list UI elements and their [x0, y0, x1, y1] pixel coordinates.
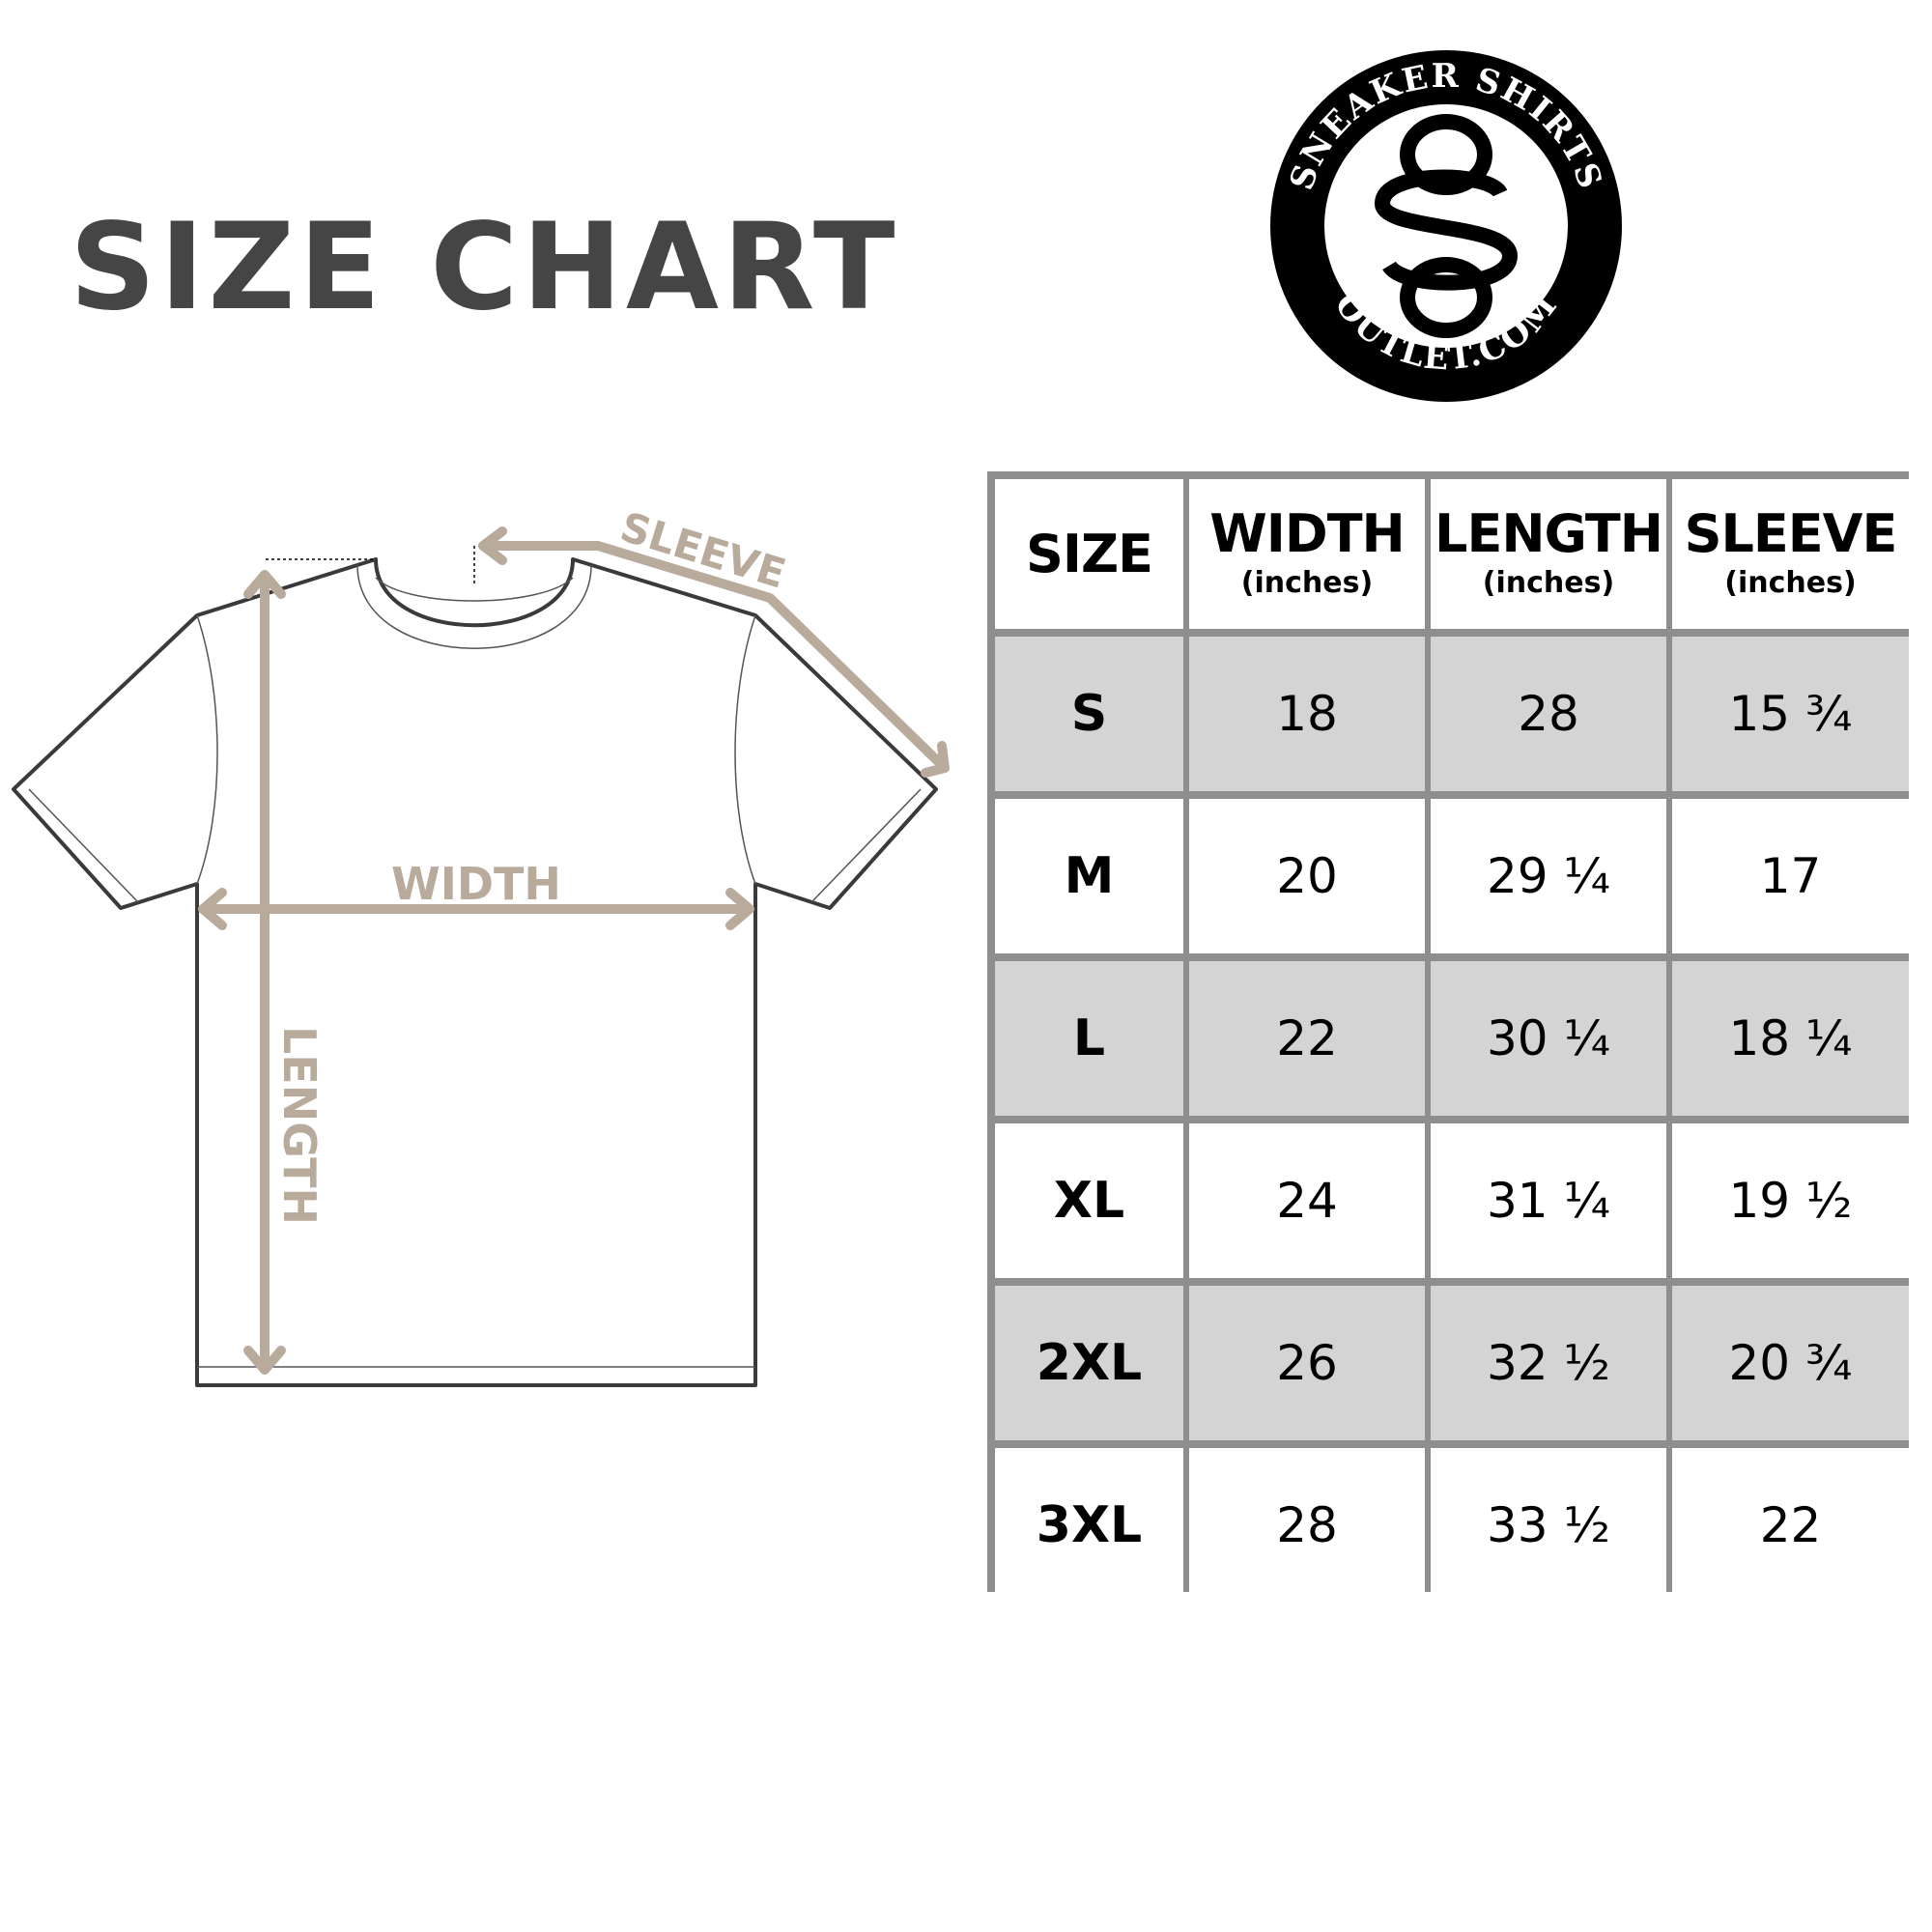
header-label: WIDTH — [1209, 503, 1406, 564]
sneaker-shirts-outlet-logo: SNEAKER SHIRTS OUTLET.COM — [1270, 50, 1622, 402]
header-label: SLEEVE — [1684, 503, 1898, 564]
header-unit: (inches) — [1240, 566, 1374, 600]
size-cell: S — [995, 637, 1183, 791]
measure-cell: 30 ¼ — [1431, 961, 1666, 1116]
width-arrow — [198, 888, 754, 930]
size-table: SIZE WIDTH (inches) LENGTH (inches) SLEEVE (in… — [987, 471, 1909, 1603]
measure-cell: 32 ½ — [1431, 1286, 1666, 1440]
measure-cell: 31 ¼ — [1431, 1123, 1666, 1278]
measure-cell: 15 ¾ — [1672, 637, 1909, 791]
size-cell: 2XL — [995, 1286, 1183, 1440]
header-unit: (inches) — [1724, 566, 1857, 600]
measure-cell: 24 — [1189, 1123, 1425, 1278]
sleeve-arrow — [478, 526, 950, 778]
header-label: LENGTH — [1435, 503, 1663, 564]
measure-cell: 26 — [1189, 1286, 1425, 1440]
header-unit: (inches) — [1482, 566, 1615, 600]
width-label: WIDTH — [391, 858, 561, 910]
measure-cell: 20 ¾ — [1672, 1286, 1909, 1440]
measure-cell: 29 ¼ — [1431, 799, 1666, 953]
size-cell: L — [995, 961, 1183, 1116]
measure-cell: 22 — [1189, 961, 1425, 1116]
header-width: WIDTH (inches) — [1189, 479, 1425, 629]
measure-cell: 19 ½ — [1672, 1123, 1909, 1278]
size-cell: 3XL — [995, 1448, 1183, 1603]
header-size: SIZE — [995, 479, 1183, 629]
header-sleeve: SLEEVE (inches) — [1672, 479, 1909, 629]
measure-cell: 18 — [1189, 637, 1425, 791]
measure-cell: 33 ½ — [1431, 1448, 1666, 1603]
size-cell: M — [995, 799, 1183, 953]
length-arrow — [243, 570, 286, 1375]
measure-cell: 20 — [1189, 799, 1425, 953]
measure-cell: 18 ¼ — [1672, 961, 1909, 1116]
tshirt-outline — [12, 557, 938, 1387]
measure-cell: 22 — [1672, 1448, 1909, 1603]
measure-cell: 28 — [1431, 637, 1666, 791]
length-label: LENGTH — [273, 1026, 326, 1226]
page-title: SIZE CHART — [70, 198, 899, 337]
header-length: LENGTH (inches) — [1431, 479, 1666, 629]
header-label: SIZE — [1025, 523, 1153, 584]
measure-arrows — [198, 526, 950, 1375]
measure-cell: 17 — [1672, 799, 1909, 953]
size-cell: XL — [995, 1123, 1183, 1278]
measure-cell: 28 — [1189, 1448, 1425, 1603]
